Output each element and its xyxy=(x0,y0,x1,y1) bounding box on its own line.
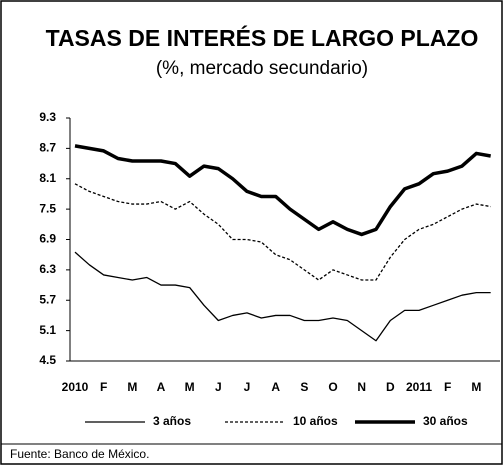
y-tick-label: 4.5 xyxy=(39,353,56,367)
x-tick-label: F xyxy=(100,380,107,394)
series-line xyxy=(74,183,491,281)
y-tick-label: 7.5 xyxy=(39,201,56,215)
x-tick-label: F xyxy=(444,380,451,394)
legend-label: 30 años xyxy=(423,414,468,428)
series-line xyxy=(74,144,491,237)
x-tick-label: J xyxy=(244,380,251,394)
x-tick-label: N xyxy=(357,380,366,394)
y-tick-label: 5.7 xyxy=(39,292,56,306)
source: Fuente: Banco de México. xyxy=(10,447,149,461)
x-tick-label: J xyxy=(215,380,222,394)
y-tick-label: 8.1 xyxy=(39,171,56,185)
x-tick-label: D xyxy=(386,380,395,394)
series-line xyxy=(74,251,491,342)
x-tick-label: A xyxy=(157,380,166,394)
x-tick-label: A xyxy=(271,380,280,394)
chart-title: TASAS DE INTERÉS DE LARGO PLAZO xyxy=(46,24,479,51)
x-tick-label: 2010 xyxy=(62,380,89,394)
x-tick-label: M xyxy=(127,380,137,394)
x-tick-label: O xyxy=(328,380,337,394)
y-tick-label: 5.1 xyxy=(39,323,56,337)
x-tick-label: M xyxy=(185,380,195,394)
legend-label: 3 años xyxy=(153,414,191,428)
y-tick-label: 6.9 xyxy=(39,232,56,246)
x-tick-label: M xyxy=(471,380,481,394)
x-tick-label: 2011 xyxy=(406,380,432,394)
x-tick-label: S xyxy=(300,380,308,394)
y-tick-label: 9.3 xyxy=(39,110,56,124)
chart-subtitle: (%, mercado secundario) xyxy=(156,58,368,79)
y-tick-label: 8.7 xyxy=(39,141,56,155)
legend-label: 10 años xyxy=(293,414,338,428)
y-tick-label: 6.3 xyxy=(39,262,56,276)
